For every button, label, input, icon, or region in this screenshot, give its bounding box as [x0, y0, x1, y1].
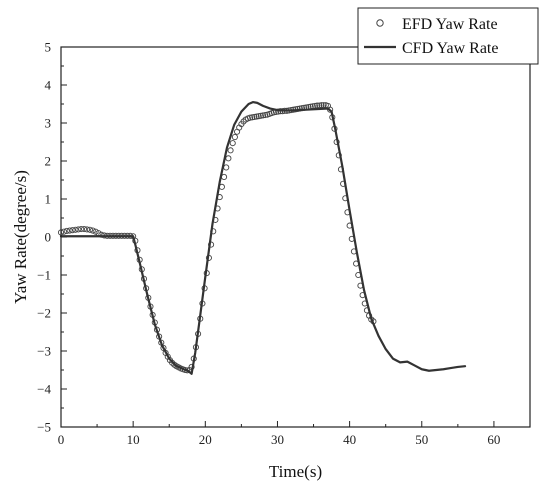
efd-data-point [275, 108, 282, 115]
y-tick-label: 3 [45, 116, 52, 131]
y-axis-title: Yaw Rate(degree/s) [11, 170, 30, 304]
series-efd-markers [57, 102, 377, 374]
efd-data-point [66, 227, 73, 234]
y-tick-label: 5 [45, 40, 52, 55]
efd-data-point [83, 226, 91, 233]
efd-data-point [86, 226, 93, 233]
y-tick-label: 2 [45, 154, 52, 169]
efd-data-point [225, 155, 232, 162]
legend: EFD Yaw Rate CFD Yaw Rate [357, 7, 539, 65]
legend-efd-marker [376, 19, 384, 27]
efd-data-point [229, 140, 236, 147]
x-tick-label: 10 [127, 432, 140, 447]
efd-data-point [231, 134, 238, 141]
y-tick-label: 1 [45, 192, 52, 207]
efd-data-point [89, 227, 96, 234]
efd-data-point [69, 227, 76, 234]
efd-data-point [251, 113, 258, 120]
efd-data-point [92, 228, 99, 235]
efd-data-point [259, 112, 267, 119]
x-tick-label: 0 [58, 432, 65, 447]
efd-data-point [227, 147, 234, 154]
efd-data-point [249, 114, 256, 121]
efd-data-point [327, 106, 334, 113]
efd-data-point [75, 226, 82, 233]
y-tick-label: −3 [37, 344, 51, 359]
efd-data-point [255, 113, 262, 120]
legend-efd-label: EFD Yaw Rate [402, 16, 498, 33]
efd-data-point [160, 344, 167, 352]
y-tick-label: −5 [37, 420, 51, 435]
y-tick-label: −1 [37, 268, 51, 283]
x-tick-label: 20 [199, 432, 212, 447]
legend-box [357, 7, 539, 65]
efd-data-point [63, 227, 70, 234]
axis-ticks: 0 10 20 30 40 50 60 −5 −4 −3 −2 −1 0 1 2 3 4 5 [37, 40, 500, 448]
efd-data-point [253, 113, 260, 120]
efd-data-point [257, 112, 264, 119]
x-tick-label: 40 [343, 432, 356, 447]
plot-series [57, 101, 467, 375]
efd-data-point [78, 225, 85, 233]
y-tick-label: −2 [37, 306, 51, 321]
x-axis-title: Time(s) [269, 462, 322, 481]
x-tick-label: 60 [487, 432, 500, 447]
efd-data-point [223, 164, 230, 171]
y-tick-label: −4 [37, 382, 51, 397]
efd-data-point [72, 226, 79, 233]
x-tick-label: 50 [415, 432, 428, 447]
legend-cfd-label: CFD Yaw Rate [402, 40, 498, 57]
efd-data-point [262, 111, 269, 119]
series-cfd-line [59, 101, 467, 375]
efd-data-point [318, 102, 325, 109]
plot-frame [60, 46, 531, 428]
efd-data-point [246, 114, 254, 121]
y-tick-label: 0 [45, 230, 52, 245]
efd-data-point [81, 225, 88, 233]
y-tick-label: 4 [45, 78, 52, 93]
x-tick-label: 30 [271, 432, 284, 447]
efd-data-point [296, 105, 303, 112]
